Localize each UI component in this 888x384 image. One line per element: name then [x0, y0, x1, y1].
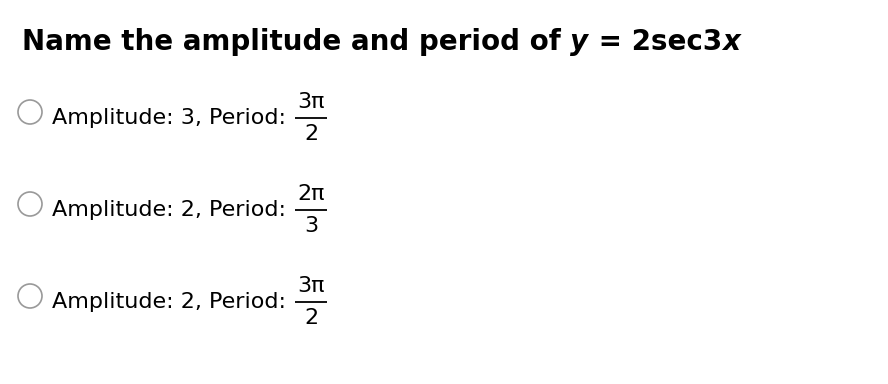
Text: Name the amplitude and period of: Name the amplitude and period of [22, 28, 570, 56]
Text: = 2sec3: = 2sec3 [589, 28, 722, 56]
Text: 3: 3 [304, 216, 318, 236]
Text: 2π: 2π [297, 184, 325, 204]
Text: Amplitude: 3, Period:: Amplitude: 3, Period: [52, 108, 293, 128]
Text: 3π: 3π [297, 92, 325, 112]
Text: 2: 2 [304, 308, 318, 328]
Text: x: x [722, 28, 740, 56]
Text: y: y [570, 28, 589, 56]
Text: 2: 2 [304, 124, 318, 144]
Text: Amplitude: 2, Period:: Amplitude: 2, Period: [52, 200, 293, 220]
Text: Amplitude: 2, Period:: Amplitude: 2, Period: [52, 292, 293, 312]
Text: 3π: 3π [297, 276, 325, 296]
